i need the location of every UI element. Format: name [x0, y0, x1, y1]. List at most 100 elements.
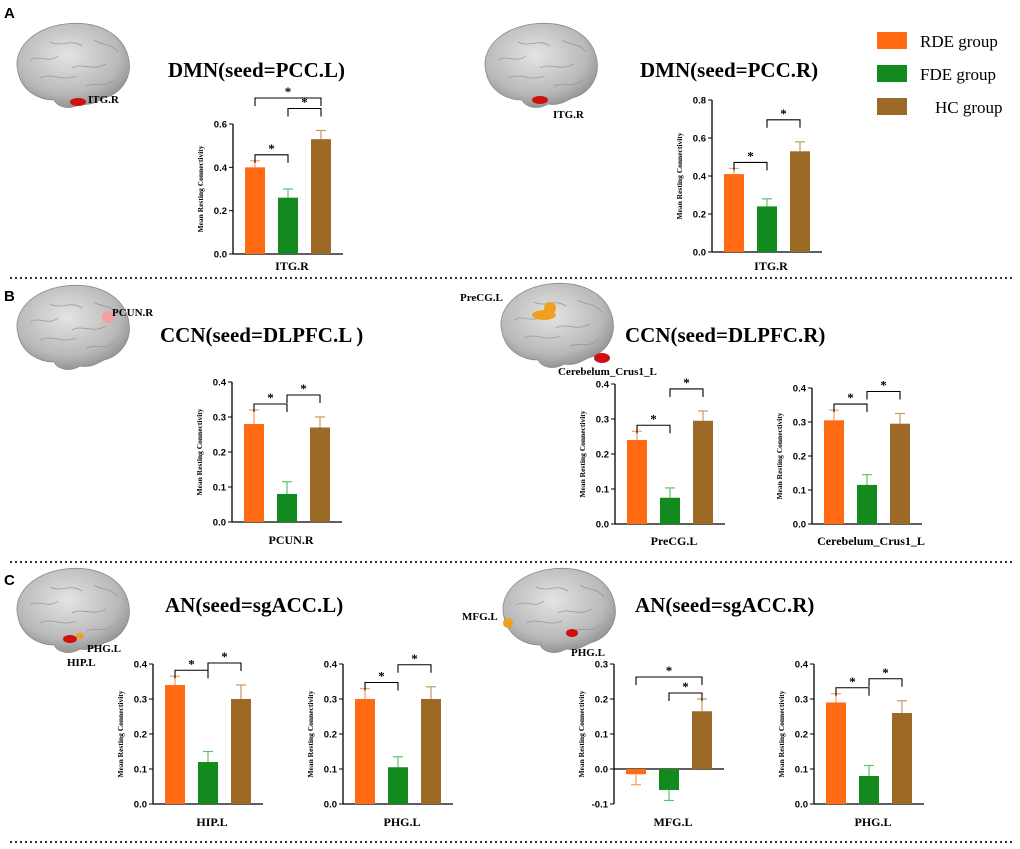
region-blob: [503, 618, 513, 628]
y-tick-label: 0.6: [693, 134, 706, 145]
panel-a-right-title: DMN(seed=PCC.R): [640, 58, 818, 82]
x-axis-title: PHG.L: [383, 815, 420, 829]
bar-hc: [693, 420, 713, 524]
brain-illustration: [502, 567, 616, 653]
bar-hc: [890, 423, 910, 524]
y-tick-label: 0.3: [134, 695, 147, 706]
significance-star: *: [880, 378, 887, 393]
panel-b-right-title: CCN(seed=DLPFC.R): [625, 323, 825, 347]
y-tick-label: 0.3: [596, 415, 609, 426]
y-tick-label: 0.8: [693, 96, 706, 107]
region-label: HIP.L: [67, 657, 96, 669]
y-tick-label: 0.0: [693, 248, 706, 259]
significance-bracket: [668, 692, 703, 701]
y-tick-label: 0.3: [795, 695, 808, 706]
significance-star: *: [747, 148, 754, 163]
significance-bracket: [174, 669, 209, 679]
x-axis-title: PreCG.L: [651, 534, 698, 548]
region-label: MFG.L: [462, 611, 498, 623]
significance-bracket: [733, 161, 768, 171]
panel-c-right-title: AN(seed=sgACC.R): [635, 593, 814, 617]
y-tick-label: 0.2: [213, 448, 226, 459]
bar-rde: [355, 699, 375, 804]
bar-rde: [626, 769, 646, 775]
y-tick-label: 0.3: [595, 660, 608, 671]
bar-rde: [826, 702, 846, 804]
bar-chart: 0.0 0.1 0.2 0.3 0.4 Mean Resting Connectivity…: [578, 375, 725, 548]
legend-swatch-rde: [877, 32, 907, 49]
y-tick-label: 0.2: [324, 730, 337, 741]
region-blob: [70, 98, 86, 106]
y-tick-label: 0.0: [213, 518, 226, 529]
region-label: PHG.L: [571, 647, 605, 659]
legend-label-fde: FDE group: [920, 65, 996, 84]
bar-rde: [627, 440, 647, 524]
legend-swatch-fde: [877, 65, 907, 82]
bar-hc: [790, 151, 810, 252]
x-axis-title: ITG.R: [275, 259, 309, 273]
y-tick-label: 0.1: [595, 730, 609, 741]
y-tick-label: 0.4: [324, 660, 338, 671]
y-tick-label: 0.3: [213, 413, 226, 424]
bar-rde: [165, 685, 185, 804]
x-axis-title: ITG.R: [754, 259, 788, 273]
y-tick-label: 0.1: [795, 765, 809, 776]
y-tick-label: 0.3: [793, 418, 806, 429]
bar-fde: [659, 769, 679, 790]
region-label: ITG.R: [88, 94, 120, 106]
y-axis-title: Mean Resting Connectivity: [306, 690, 315, 777]
region-blob: [532, 96, 548, 104]
significance-bracket: [254, 97, 322, 106]
significance-bracket: [833, 403, 868, 413]
x-axis-title: PCUN.R: [269, 533, 314, 547]
y-axis-title: Mean Resting Connectivity: [195, 408, 204, 495]
significance-star: *: [666, 663, 673, 678]
bar-chart: 0.0 0.2 0.4 0.6 Mean Resting Connectivity ITG…: [196, 84, 343, 273]
y-tick-label: 0.1: [793, 486, 807, 497]
panel-label-c: C: [4, 572, 15, 589]
bar-chart: 0.0 0.1 0.2 0.3 0.4 Mean Resting Connectivity…: [195, 378, 342, 547]
y-tick-label: 0.1: [324, 765, 338, 776]
y-tick-label: 0.1: [134, 765, 148, 776]
bar-chart: 0.0 0.1 0.2 0.3 0.4 Mean Resting Connectivity…: [306, 651, 453, 829]
y-tick-label: 0.2: [134, 730, 147, 741]
region-label: Cerebelum_Crus1_L: [558, 366, 657, 378]
bar-fde: [857, 484, 877, 524]
y-axis-title: Mean Resting Connectivity: [777, 690, 786, 777]
significance-star: *: [378, 669, 385, 684]
region-blob: [566, 629, 578, 637]
significance-bracket: [669, 388, 704, 397]
significance-star: *: [268, 141, 275, 156]
y-tick-label: 0.1: [213, 483, 227, 494]
legend-swatch-hc: [877, 98, 907, 115]
significance-bracket: [253, 403, 288, 412]
panel-label-b: B: [4, 288, 15, 305]
bar-fde: [660, 497, 680, 524]
y-tick-label: 0.0: [214, 250, 227, 261]
bar-hc: [692, 711, 712, 769]
region-label: PreCG.L: [460, 292, 503, 304]
y-axis-title: Mean Resting Connectivity: [675, 132, 684, 219]
brain-illustration: [16, 22, 130, 108]
significance-bracket: [254, 154, 289, 163]
bar-rde: [724, 174, 744, 252]
charts-layer: 0.0 0.2 0.4 0.6 Mean Resting Connectivity ITG…: [116, 84, 925, 829]
bar-fde: [278, 197, 298, 254]
y-tick-label: 0.4: [693, 172, 707, 183]
significance-bracket: [364, 681, 399, 691]
y-tick-label: 0.0: [134, 800, 147, 811]
significance-bracket: [286, 394, 321, 403]
legend: RDE group FDE group HC group: [877, 32, 1003, 117]
significance-bracket: [207, 662, 242, 671]
bar-fde: [757, 206, 777, 252]
y-axis-title: Mean Resting Connectivity: [577, 690, 586, 777]
y-tick-label: 0.0: [795, 800, 808, 811]
y-tick-label: 0.2: [595, 695, 608, 706]
significance-bracket: [397, 664, 432, 673]
y-axis-title: Mean Resting Connectivity: [775, 412, 784, 499]
significance-star: *: [188, 656, 195, 671]
significance-star: *: [267, 390, 274, 405]
y-tick-label: 0.4: [793, 384, 807, 395]
bar-chart: 0.0 0.1 0.2 0.3 0.4 Mean Resting Connectivity…: [777, 660, 924, 829]
y-axis-title: Mean Resting Connectivity: [578, 410, 587, 497]
